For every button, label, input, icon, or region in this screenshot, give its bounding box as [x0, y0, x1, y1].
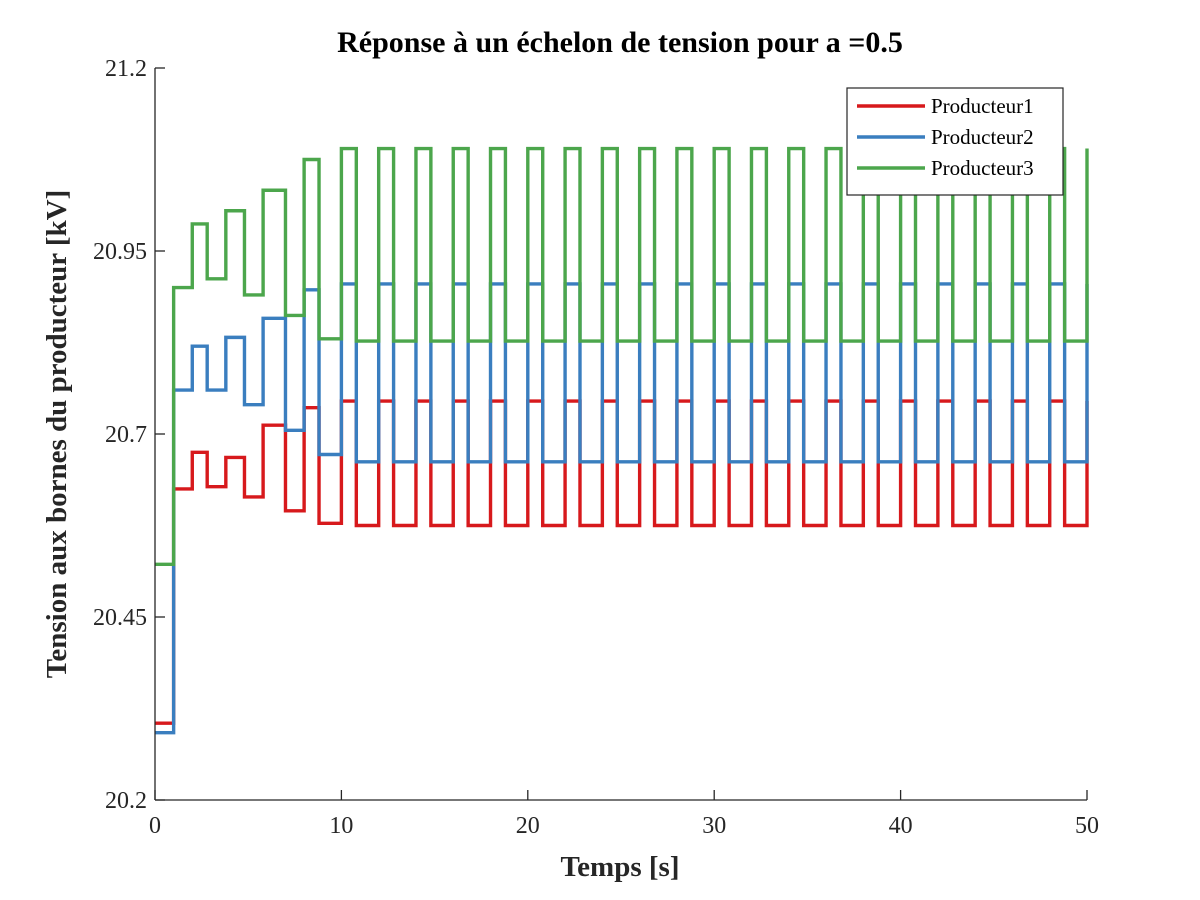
legend-label: Producteur1 — [931, 94, 1034, 118]
series-layer — [155, 146, 1089, 735]
chart-title: Réponse à un échelon de tension pour a =… — [337, 26, 903, 59]
series-line-producteur1 — [155, 399, 1089, 725]
x-tick-label: 10 — [329, 813, 353, 839]
y-tick-label: 20.95 — [93, 239, 147, 265]
y-tick-label: 20.7 — [105, 422, 147, 448]
y-tick-label: 21.2 — [105, 56, 147, 82]
y-axis-label: Tension aux bornes du producteur [kV] — [41, 190, 73, 679]
series-line-producteur2 — [155, 282, 1089, 735]
legend: Producteur1 Producteur2 Producteur3 — [846, 87, 1064, 196]
x-tick-label: 40 — [889, 813, 913, 839]
y-tick-label: 20.45 — [93, 605, 147, 631]
x-tick-label: 50 — [1075, 813, 1099, 839]
x-tick-label: 0 — [149, 813, 161, 839]
legend-label: Producteur3 — [931, 156, 1034, 180]
legend-label: Producteur2 — [931, 125, 1034, 149]
ticks: 0 10 20 30 40 50 20.2 20.45 20.7 20.95 21.2 — [93, 56, 1099, 839]
series-line-producteur3 — [155, 146, 1089, 566]
x-tick-label: 30 — [702, 813, 726, 839]
x-tick-label: 20 — [516, 813, 540, 839]
y-tick-label: 20.2 — [105, 788, 147, 814]
x-axis-label: Temps [s] — [561, 851, 680, 883]
